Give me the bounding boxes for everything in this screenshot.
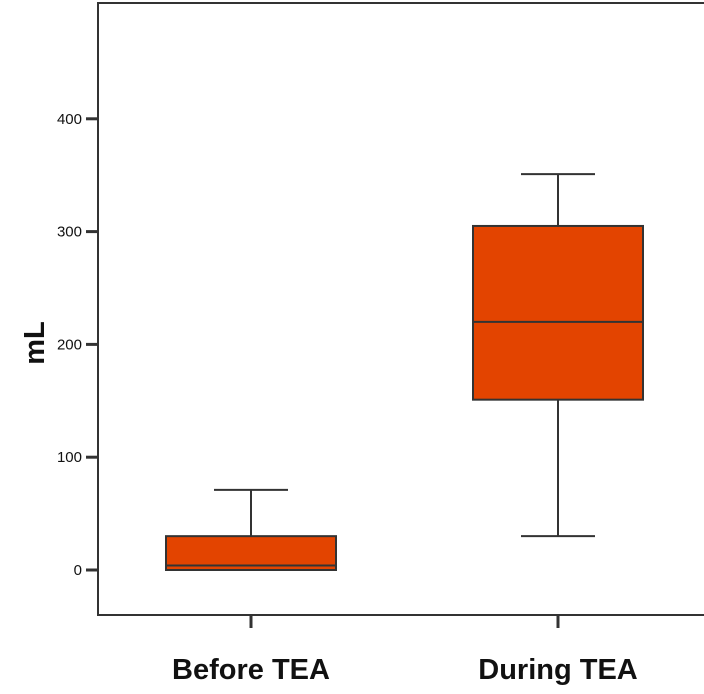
y-tick-label: 400 [57,111,82,128]
box-series [165,173,644,571]
y-tick-label: 200 [57,336,82,353]
plot-frame [97,2,704,616]
x-tick-label: During TEA [478,654,638,686]
x-axis-ticks: Before TEA During TEA [172,615,638,686]
box-iqr [165,535,337,571]
y-tick-label: 0 [74,562,82,579]
y-axis-ticks: 0 100 200 300 400 [57,111,98,579]
y-tick-label: 300 [57,224,82,241]
y-tick-label: 100 [57,449,82,466]
x-tick-label: Before TEA [172,654,330,686]
box-group [472,173,644,538]
y-axis-title: mL [19,321,51,365]
box-iqr [472,224,644,401]
box-group [165,488,337,571]
